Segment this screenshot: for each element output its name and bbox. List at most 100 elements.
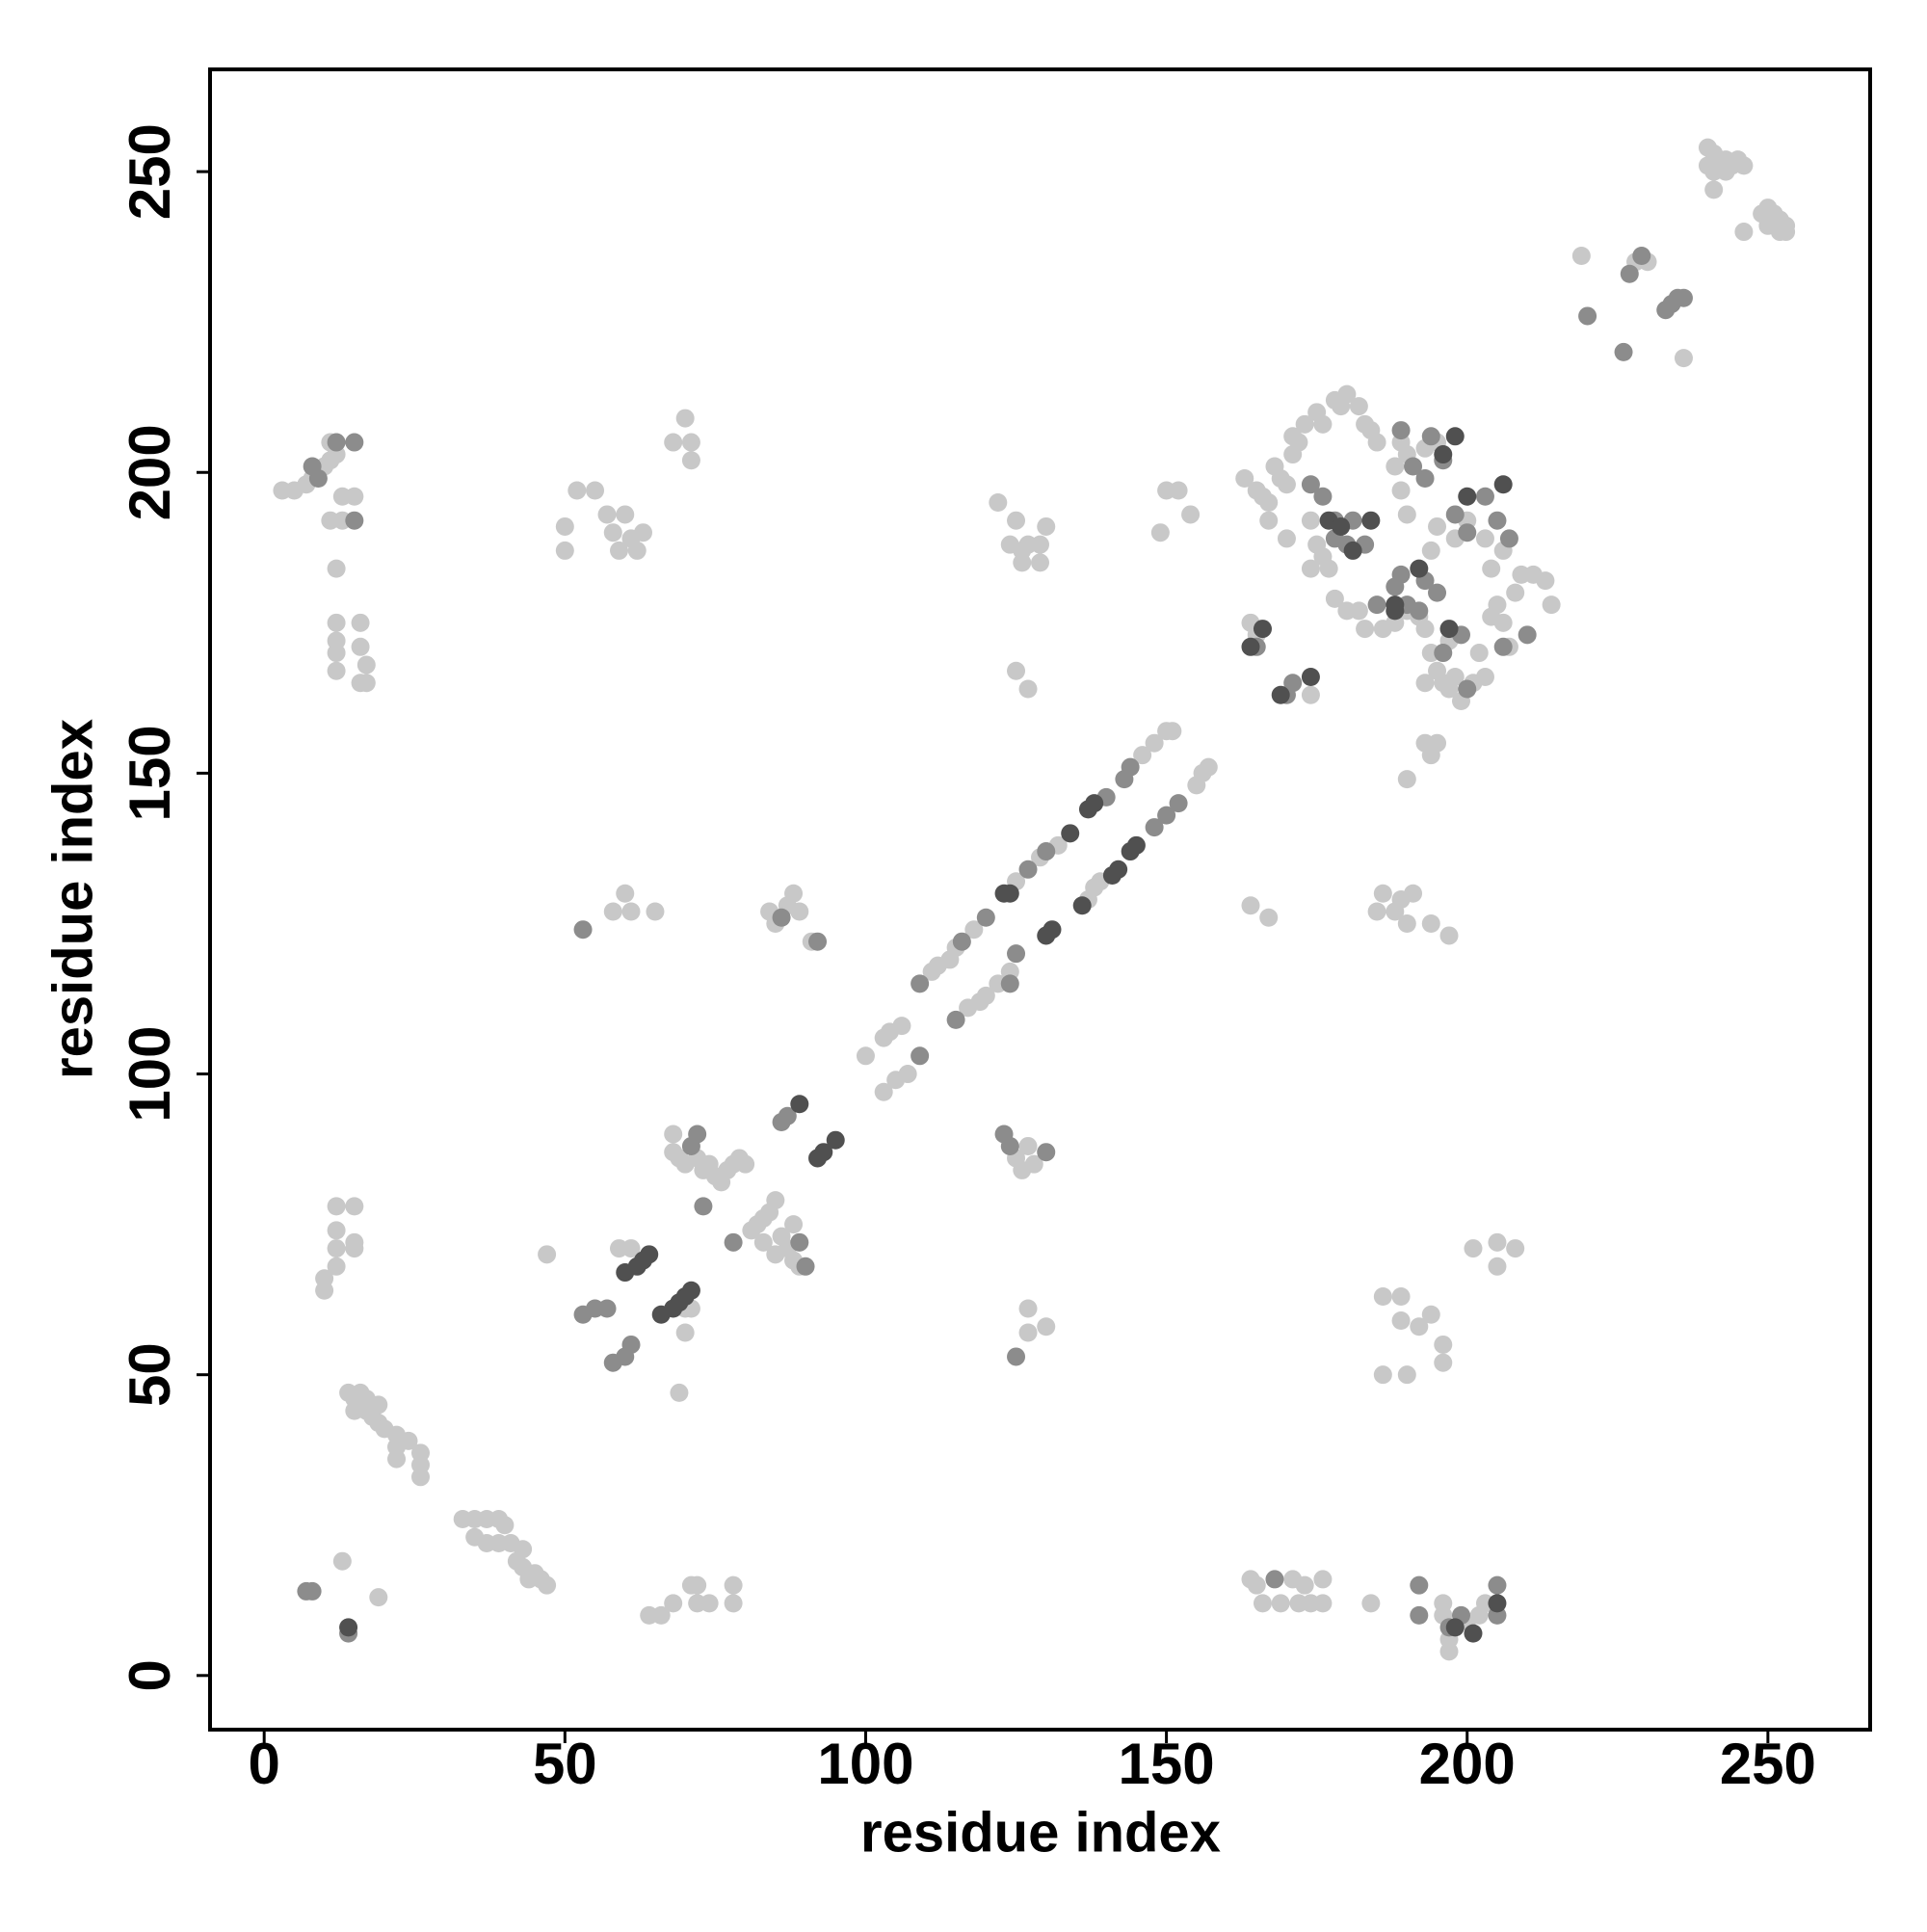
point — [766, 1191, 785, 1210]
point — [1241, 637, 1260, 656]
point — [1421, 427, 1440, 446]
point — [345, 487, 364, 506]
y-tick-label: 100 — [118, 1025, 182, 1122]
point — [856, 1046, 875, 1066]
point — [1043, 920, 1062, 940]
point — [1018, 1136, 1038, 1155]
point — [1493, 475, 1513, 494]
point — [621, 1335, 641, 1354]
point — [1018, 1299, 1038, 1318]
point — [1313, 1570, 1333, 1589]
point — [1367, 433, 1386, 452]
point — [1475, 529, 1494, 548]
x-tick-label: 150 — [1119, 1732, 1215, 1796]
point — [1000, 974, 1019, 993]
y-tick-label: 200 — [118, 424, 182, 520]
point — [1391, 481, 1411, 500]
point — [1072, 896, 1092, 915]
point — [1614, 342, 1633, 361]
point — [724, 1232, 743, 1252]
point — [1421, 746, 1440, 765]
point — [1434, 1594, 1453, 1613]
point — [976, 986, 995, 1005]
point — [1199, 757, 1218, 777]
point — [646, 902, 665, 921]
point — [911, 974, 930, 993]
point — [1361, 511, 1381, 530]
point — [1133, 746, 1152, 765]
point — [1391, 421, 1411, 440]
point — [1428, 583, 1447, 602]
point — [826, 1130, 845, 1150]
point — [784, 884, 804, 903]
point — [345, 1197, 364, 1216]
point — [1458, 487, 1477, 506]
point — [356, 674, 376, 693]
point — [790, 1232, 809, 1252]
point — [1277, 475, 1296, 494]
point — [1373, 884, 1392, 903]
point — [1037, 1317, 1056, 1337]
point — [1404, 457, 1423, 476]
point — [1415, 674, 1435, 693]
point — [1109, 860, 1128, 879]
point — [1469, 644, 1489, 663]
point — [1241, 896, 1260, 915]
x-tick-label: 250 — [1720, 1732, 1816, 1796]
point — [724, 1594, 743, 1613]
point — [1319, 559, 1338, 578]
point — [1283, 674, 1303, 693]
x-tick-label: 100 — [817, 1732, 913, 1796]
point — [778, 1106, 797, 1125]
point — [1169, 794, 1188, 813]
point — [1493, 637, 1513, 656]
point — [874, 1082, 893, 1101]
point — [327, 559, 346, 578]
point — [586, 481, 605, 500]
point — [1061, 824, 1080, 843]
point — [790, 1095, 809, 1114]
point — [327, 1239, 346, 1258]
point — [664, 1125, 683, 1144]
point — [790, 902, 809, 921]
point — [1464, 1624, 1483, 1643]
point — [772, 908, 791, 927]
point — [1259, 492, 1279, 512]
point — [345, 511, 364, 530]
point — [345, 1232, 364, 1252]
point — [1121, 757, 1140, 777]
point — [1488, 1594, 1507, 1613]
point — [1458, 679, 1477, 699]
point — [976, 908, 995, 927]
point — [1150, 523, 1170, 543]
point — [1181, 505, 1201, 524]
point — [1367, 902, 1386, 921]
plot-frame — [208, 67, 1872, 1732]
point — [1007, 944, 1026, 964]
point — [688, 1575, 707, 1595]
point — [1434, 644, 1453, 663]
point — [327, 661, 346, 680]
point — [1349, 397, 1368, 416]
point — [1013, 541, 1032, 560]
point — [351, 1383, 370, 1402]
point — [555, 541, 574, 560]
point — [675, 1323, 695, 1342]
point — [1410, 559, 1429, 578]
point — [1000, 1136, 1019, 1155]
point — [1482, 559, 1501, 578]
point — [1007, 661, 1026, 680]
point — [1542, 595, 1561, 615]
point — [308, 469, 328, 489]
point — [1301, 475, 1320, 494]
point — [688, 1125, 707, 1144]
y-tick-label: 50 — [118, 1342, 182, 1407]
point — [621, 529, 641, 548]
x-axis-label: residue index — [860, 1801, 1221, 1864]
point — [1777, 223, 1796, 242]
point — [303, 1581, 322, 1601]
point — [681, 433, 700, 452]
point — [952, 932, 971, 951]
point — [989, 492, 1008, 512]
point — [1734, 156, 1754, 175]
